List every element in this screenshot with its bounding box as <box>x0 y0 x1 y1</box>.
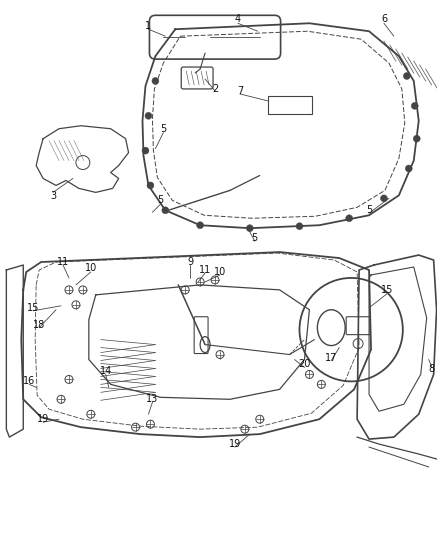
Text: 19: 19 <box>229 439 241 449</box>
Text: 19: 19 <box>37 414 49 424</box>
Circle shape <box>162 207 169 214</box>
Text: 10: 10 <box>85 263 97 273</box>
Circle shape <box>197 222 204 229</box>
Text: 1: 1 <box>145 21 152 31</box>
Text: 11: 11 <box>199 265 211 275</box>
Text: 18: 18 <box>33 320 45 330</box>
Circle shape <box>300 278 403 382</box>
Circle shape <box>147 182 154 189</box>
Text: 8: 8 <box>428 365 434 375</box>
Text: 13: 13 <box>146 394 159 405</box>
Text: 11: 11 <box>57 257 69 267</box>
Text: 9: 9 <box>187 257 193 267</box>
Circle shape <box>152 77 159 84</box>
Text: 5: 5 <box>160 124 166 134</box>
Text: 4: 4 <box>235 14 241 25</box>
Circle shape <box>411 102 418 109</box>
Text: 3: 3 <box>50 191 56 201</box>
Circle shape <box>246 225 253 232</box>
Circle shape <box>381 195 388 202</box>
Text: 5: 5 <box>366 205 372 215</box>
Text: 5: 5 <box>252 233 258 243</box>
Text: 5: 5 <box>157 196 163 205</box>
Circle shape <box>145 112 152 119</box>
Text: 15: 15 <box>27 303 39 313</box>
Circle shape <box>405 165 412 172</box>
Circle shape <box>296 223 303 230</box>
Text: 10: 10 <box>214 267 226 277</box>
Text: 2: 2 <box>212 84 218 94</box>
Text: 6: 6 <box>381 14 387 25</box>
Circle shape <box>142 147 149 154</box>
Text: 20: 20 <box>298 359 311 369</box>
Circle shape <box>403 72 410 79</box>
Circle shape <box>413 135 420 142</box>
Text: 7: 7 <box>237 86 243 96</box>
Text: 15: 15 <box>381 285 393 295</box>
Text: 14: 14 <box>99 367 112 376</box>
Text: 16: 16 <box>23 376 35 386</box>
Circle shape <box>346 215 353 222</box>
Text: 17: 17 <box>325 352 337 362</box>
Bar <box>268 96 312 114</box>
